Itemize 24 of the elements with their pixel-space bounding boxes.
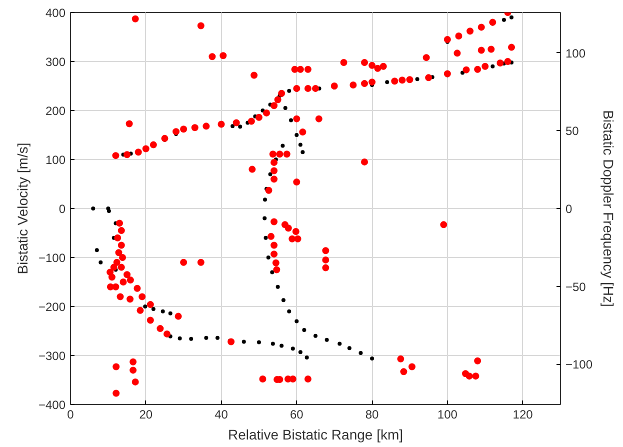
x-tick-label: 60 <box>290 408 304 422</box>
x-tick-label: 0 <box>67 408 74 422</box>
y2-tick-label: 50 <box>566 124 580 138</box>
x-tick-label: 120 <box>512 408 534 422</box>
x-axis-title: Relative Bistatic Range [km] <box>228 426 404 442</box>
y2-tick-label: 100 <box>566 46 586 60</box>
y-tick-label: 300 <box>45 55 66 69</box>
y-tick-label: 100 <box>45 153 66 167</box>
y-tick-label: −200 <box>38 300 66 314</box>
x-tick-label: 80 <box>365 408 380 422</box>
y-tick-label: −300 <box>38 349 66 363</box>
y2-axis-title: Bistatic Doppler Frequency [Hz] <box>600 110 617 307</box>
y2-tick-label: −50 <box>566 280 586 294</box>
x-tick-label: 20 <box>139 408 153 422</box>
x-tick-label: 40 <box>214 408 228 422</box>
y-tick-label: 400 <box>45 6 66 20</box>
y-tick-label: −400 <box>38 398 66 412</box>
y-tick-label: 200 <box>45 104 66 118</box>
y-tick-label: −100 <box>38 251 66 265</box>
y-tick-label: 0 <box>58 202 66 216</box>
x-tick-label: 100 <box>437 408 458 422</box>
y-axis-title: Bistatic Velocity [m/s] <box>14 142 30 274</box>
y2-tick-label: −100 <box>566 358 593 372</box>
y2-tick-label: 0 <box>566 202 572 216</box>
